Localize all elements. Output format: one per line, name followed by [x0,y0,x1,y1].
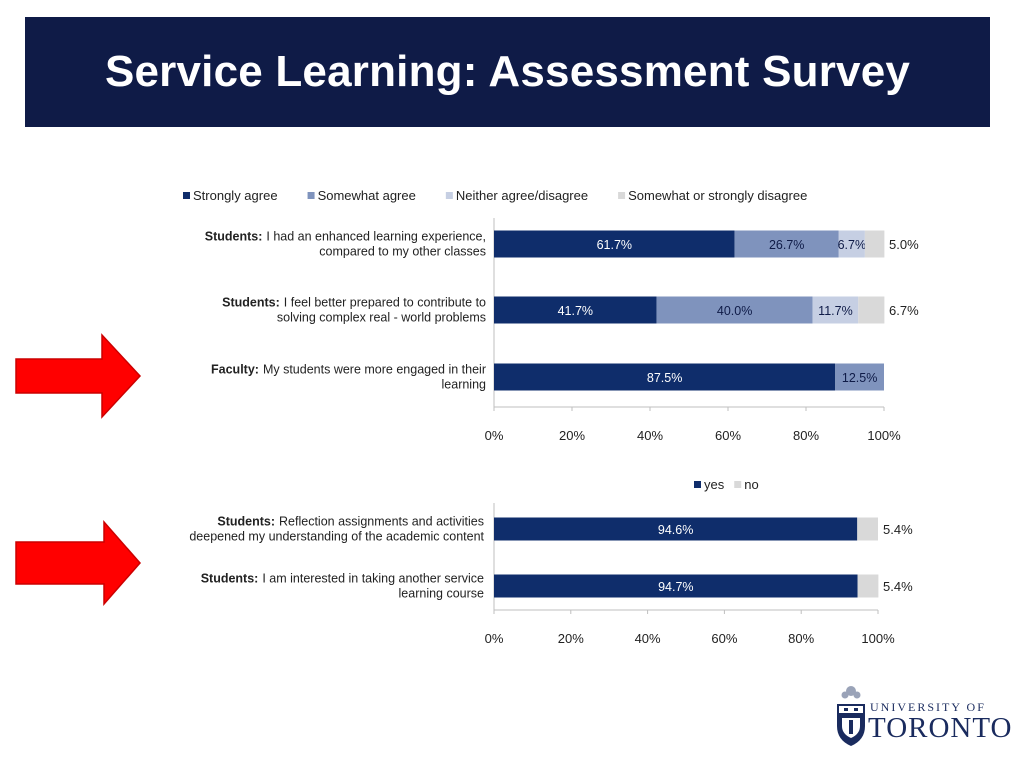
legend-label: no [744,477,758,492]
logo-line1: UNIVERSITY OF [870,700,986,714]
bar-segment [864,230,885,258]
bar-segment [734,230,839,258]
category-label: I am interested in taking another servic… [262,572,484,586]
data-label: 61.7% [597,238,632,252]
bar-segment [858,296,885,324]
x-tick-label: 20% [558,631,584,646]
data-label: 12.5% [842,371,877,385]
category-prefix: Students: [217,515,275,529]
bar-segment [494,230,735,258]
data-label: 40.0% [717,304,752,318]
legend-swatch [445,192,453,199]
legend-swatch [694,481,701,488]
bar-segment [494,296,657,324]
x-tick-label: 40% [637,428,663,443]
x-tick-label: 80% [793,428,819,443]
category-label: Reflection assignments and activities [279,515,484,529]
category-prefix: Students: [201,572,259,586]
title-bar: Service Learning: Assessment Survey [25,17,990,127]
data-label: 41.7% [558,304,593,318]
data-label: 5.4% [883,522,913,537]
legend-swatch [307,192,315,199]
legend-label: Somewhat agree [318,188,416,203]
data-label: 87.5% [647,371,682,385]
data-label: 5.0% [889,237,919,252]
legend-swatch [734,481,742,488]
x-tick-label: 40% [635,631,661,646]
data-label: 6.7% [889,303,919,318]
category-label: compared to my other classes [319,245,486,259]
data-label: 26.7% [769,238,804,252]
data-label: 6.7% [838,238,867,252]
category-label: learning course [399,587,485,601]
legend-label: Neither agree/disagree [456,188,588,203]
bar-segment [812,296,859,324]
legend-swatch [618,192,626,199]
legend-label: Somewhat or strongly disagree [628,188,807,203]
logo-line2: TORONTO [868,712,1013,744]
data-label: 5.4% [883,579,913,594]
bar-segment [494,517,858,541]
category-prefix: Faculty: [211,363,259,377]
bar-segment [838,230,865,258]
data-label: 94.7% [658,580,693,594]
bar-segment [494,363,836,391]
legend-label: Strongly agree [193,188,278,203]
x-tick-label: 20% [559,428,585,443]
x-tick-label: 80% [788,631,814,646]
arrow-right-icon [15,333,142,419]
arrow-shape [15,333,142,419]
category-prefix: Students: [205,230,263,244]
legend-label: yes [704,477,725,492]
arrow-right-icon [15,520,141,606]
bar-segment [656,296,813,324]
category-label: deepened my understanding of the academi… [189,530,484,544]
legend-swatch [183,192,190,199]
category-label: solving complex real - world problems [277,311,486,325]
category-label: I feel better prepared to contribute to [284,296,486,310]
data-label: 94.6% [658,523,693,537]
category-label: My students were more engaged in their [263,363,486,377]
x-tick-label: 100% [867,428,901,443]
x-tick-label: 60% [711,631,737,646]
x-tick-label: 100% [861,631,895,646]
x-tick-label: 0% [485,428,504,443]
category-prefix: Students: [222,296,280,310]
x-tick-label: 60% [715,428,741,443]
bar-segment [835,363,884,391]
arrow-shape [15,520,141,606]
bar-segment [857,517,878,541]
university-logo: UNIVERSITY OF TORONTO [832,682,1012,752]
category-label: I had an enhanced learning experience, [266,230,486,244]
slide-title: Service Learning: Assessment Survey [104,47,911,96]
data-label: 11.7% [818,304,853,318]
bar-segment [857,574,879,598]
x-tick-label: 0% [485,631,504,646]
crest-icon [837,686,865,746]
category-label: learning [442,378,487,392]
bar-segment [494,574,858,598]
